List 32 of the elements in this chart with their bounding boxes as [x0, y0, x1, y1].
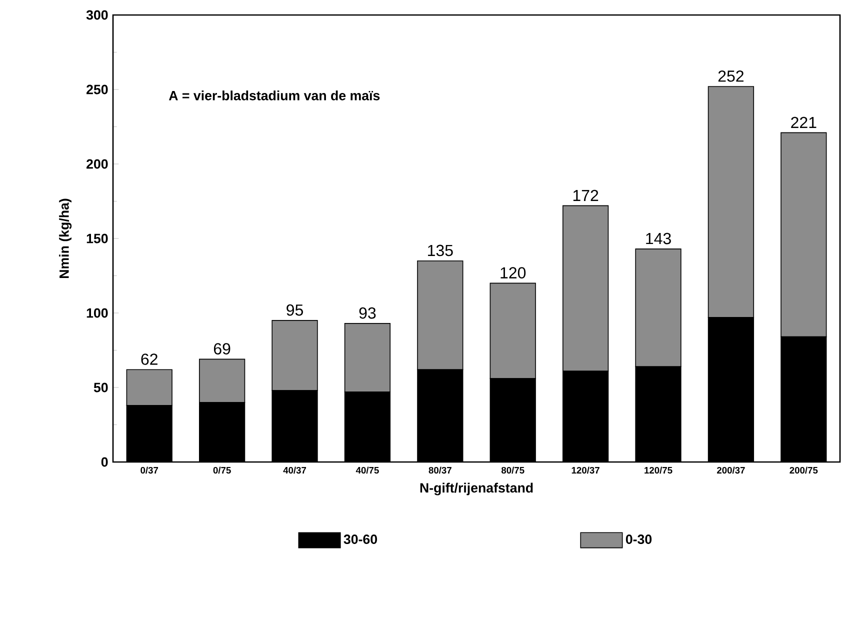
legend-label: 0-30 — [626, 534, 652, 544]
x-axis-title: N-gift/rijenafstand — [420, 482, 533, 496]
x-tick-label: 80/75 — [501, 466, 524, 474]
x-tick-label: 200/75 — [790, 466, 818, 474]
x-tick-label: 200/37 — [717, 466, 745, 474]
total-label: 93 — [359, 307, 376, 319]
x-tick-label: 80/37 — [428, 466, 452, 474]
total-label: 95 — [286, 304, 303, 316]
x-tick-label: 0/75 — [213, 466, 231, 474]
x-tick-label: 40/75 — [356, 466, 379, 474]
y-tick-label: 0 — [101, 457, 108, 467]
x-tick-label: 120/75 — [644, 466, 672, 474]
y-tick-label: 200 — [86, 159, 108, 169]
annotation: A = vier-bladstadium van de maïs — [168, 90, 380, 100]
y-tick-label: 150 — [86, 234, 108, 244]
x-tick-label: 40/37 — [283, 466, 306, 474]
y-tick-label: 100 — [86, 308, 108, 318]
total-label: 120 — [500, 267, 526, 278]
legend-label: 30-60 — [344, 534, 378, 544]
total-label: 143 — [646, 232, 671, 244]
total-label: 69 — [214, 343, 230, 354]
x-tick-label: 120/37 — [572, 466, 600, 474]
y-tick-label: 50 — [94, 382, 108, 392]
total-label: 221 — [791, 116, 816, 128]
y-tick-label: 300 — [86, 10, 108, 20]
total-label: 62 — [141, 354, 158, 365]
y-axis-title: Nmin (kg/ha) — [59, 198, 72, 278]
total-label: 252 — [718, 70, 744, 82]
x-tick-label: 0/37 — [140, 466, 158, 474]
y-tick-label: 250 — [86, 84, 108, 94]
total-label: 172 — [573, 190, 598, 201]
total-label: 135 — [428, 244, 453, 256]
